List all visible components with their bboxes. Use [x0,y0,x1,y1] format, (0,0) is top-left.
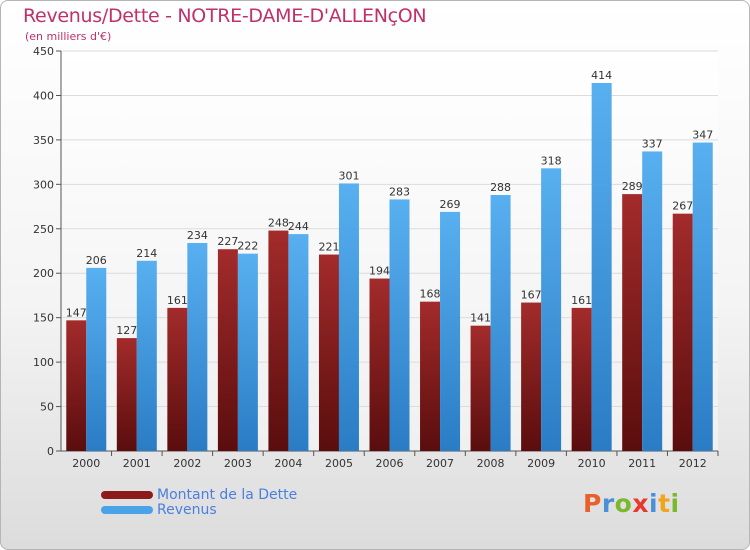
x-tick-label: 2000 [72,457,100,470]
y-tick-label: 200 [33,267,54,280]
y-tick-label: 150 [33,312,54,325]
proxiti-logo: Proxiti [583,489,680,518]
y-tick-label: 0 [47,445,54,458]
bar-dette [420,301,441,451]
data-label: 194 [369,265,390,278]
data-label: 269 [440,198,461,211]
data-label: 283 [389,185,410,198]
y-tick-label: 450 [33,45,54,58]
data-label: 267 [672,200,693,213]
logo-letter: i [670,489,680,518]
data-label: 414 [591,69,612,82]
bar-dette [369,278,390,451]
bar-dette [66,320,87,451]
legend-swatch-revenus [101,505,153,514]
bar-revenus [288,234,309,451]
x-tick-label: 2001 [123,457,151,470]
bar-dette [521,302,542,451]
legend-swatch-dette [101,490,153,499]
legend-label-dette: Montant de la Dette [157,486,298,503]
bar-revenus [591,83,612,451]
bar-dette [318,254,339,451]
logo-letter: x [632,489,649,518]
bar-dette [470,325,491,451]
bar-dette [268,230,289,451]
logo-letter: r [601,489,615,518]
bar-dette [672,213,693,451]
bar-revenus [389,199,410,451]
data-label: 289 [622,180,643,193]
data-label: 337 [642,137,663,150]
x-tick-label: 2004 [274,457,302,470]
data-label: 288 [490,181,511,194]
bar-revenus [541,168,562,452]
bar-dette [116,338,137,451]
x-tick-label: 2011 [628,457,656,470]
data-label: 318 [541,154,562,167]
data-label: 234 [187,229,208,242]
data-label: 301 [338,169,359,182]
bar-revenus [187,243,208,451]
bar-dette [217,249,238,451]
y-tick-label: 250 [33,223,54,236]
bar-dette [622,194,643,451]
logo-letter: P [583,489,602,518]
x-tick-label: 2012 [679,457,707,470]
bar-revenus [338,183,359,451]
bar-revenus [490,195,511,451]
x-tick-label: 2008 [477,457,505,470]
legend-label-revenus: Revenus [157,501,217,518]
y-tick-label: 300 [33,178,54,191]
logo-letter: i [649,489,659,518]
x-tick-label: 2005 [325,457,353,470]
data-label: 227 [217,235,238,248]
data-label: 206 [86,254,107,267]
data-label: 161 [167,294,188,307]
data-label: 167 [521,289,542,302]
data-label: 222 [237,240,258,253]
data-label: 147 [66,306,87,319]
data-label: 347 [692,129,713,142]
data-label: 244 [288,220,309,233]
chart-title: Revenus/Dette - NOTRE-DAME-D'ALLENçON [23,5,427,27]
x-tick-label: 2010 [578,457,606,470]
y-tick-label: 50 [40,401,54,414]
legend-item-revenus: Revenus [101,501,297,518]
x-tick-label: 2009 [527,457,555,470]
logo-letter: o [614,489,633,518]
bar-revenus [440,211,461,451]
legend: Montant de la Dette Revenus [101,486,298,518]
bar-revenus [136,260,157,451]
logo-letter: t [658,489,671,518]
y-tick-label: 350 [33,134,54,147]
bar-revenus [642,151,663,451]
data-label: 141 [470,312,491,325]
data-label: 161 [571,294,592,307]
data-label: 127 [116,324,137,337]
data-label: 248 [268,217,289,230]
x-tick-label: 2002 [173,457,201,470]
legend-item-dette: Montant de la Dette [101,486,298,503]
bar-revenus [692,142,713,452]
x-tick-label: 2007 [426,457,454,470]
data-label: 168 [420,288,441,301]
bar-dette [571,307,592,451]
bar-dette [167,307,188,451]
bar-revenus [86,267,107,451]
x-tick-label: 2006 [376,457,404,470]
data-label: 214 [136,247,157,260]
y-tick-label: 400 [33,89,54,102]
chart-subtitle: (en milliers d'€) [25,30,112,43]
data-label: 221 [318,241,339,254]
x-tick-label: 2003 [224,457,252,470]
bar-revenus [237,253,258,451]
y-tick-label: 100 [33,356,54,369]
